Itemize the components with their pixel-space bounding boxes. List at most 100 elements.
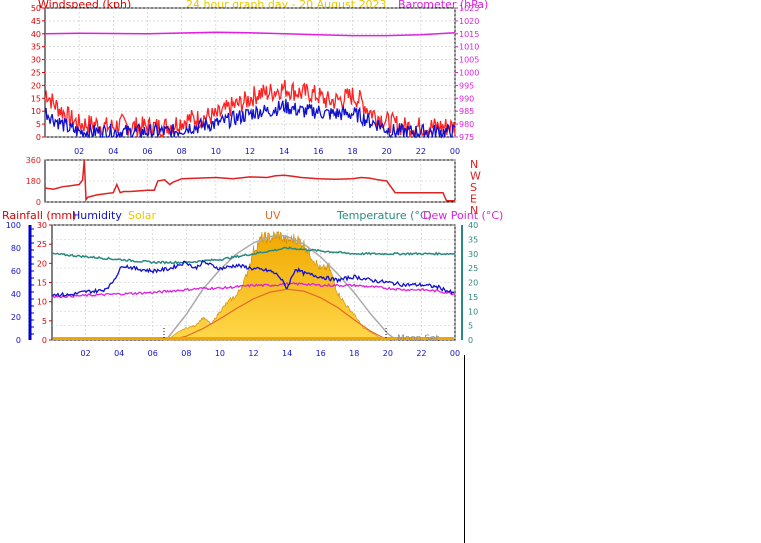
x-tick-label: 06	[148, 349, 158, 358]
x-tick-label: 12	[248, 349, 258, 358]
rainfall-tick-label: 30	[37, 221, 47, 230]
windspeed-label: Windspeed (kph)	[38, 0, 131, 11]
x-tick-label: 22	[416, 349, 426, 358]
x-tick-label: 14	[282, 349, 292, 358]
x-tick-label: 20	[383, 349, 393, 358]
wind-gust-line	[44, 79, 456, 139]
x-tick-label: 02	[74, 147, 84, 156]
windspeed-tick-label: 45	[31, 17, 41, 26]
windspeed-tick-label: 30	[31, 56, 41, 65]
direction-tick-label: 360	[26, 156, 41, 165]
barometer-tick-label: 995	[459, 81, 474, 90]
barometer-tick-label: 1020	[459, 17, 479, 26]
rainfall-tick-label: 10	[37, 298, 47, 307]
x-tick-label: 18	[347, 147, 357, 156]
temperature-tick-label: 5	[468, 322, 473, 331]
windspeed-axis-ticks: 0 5 10 15 20 25 30 35 40 45 50	[31, 4, 45, 142]
barometer-tick-label: 980	[459, 120, 474, 129]
humidity-legend: Humidity	[72, 209, 122, 222]
windspeed-tick-label: 15	[31, 94, 41, 103]
barometer-tick-label: 1005	[459, 56, 479, 65]
barometer-label: Barometer (hPa)	[398, 0, 488, 11]
temperature-tick-label: 15	[468, 293, 478, 302]
rainfall-tick-label: 15	[37, 279, 47, 288]
direction-tick-label: 0	[36, 198, 41, 207]
compass-label: S	[470, 181, 477, 194]
windspeed-tick-label: 40	[31, 30, 41, 39]
windspeed-tick-label: 50	[31, 4, 41, 13]
barometer-tick-label: 985	[459, 107, 474, 116]
moon-set-label: Moon Set	[397, 334, 440, 344]
compass-label: N	[470, 204, 478, 217]
bottom-legend: Rainfall (mm) Humidity Solar UV Temperat…	[2, 209, 503, 222]
humidity-line	[51, 259, 455, 297]
x-tick-label: 16	[313, 147, 323, 156]
humidity-axis-ticks: 0 20 40 60 80 100	[6, 221, 21, 345]
windspeed-tick-label: 0	[36, 133, 41, 142]
windspeed-tick-label: 25	[31, 69, 41, 78]
frame-divider	[464, 355, 465, 543]
x-tick-label: 06	[142, 147, 152, 156]
rain-baseline	[53, 337, 454, 340]
x-tick-label: 00	[450, 147, 460, 156]
temperature-tick-label: 30	[468, 250, 478, 259]
dewpoint-line	[51, 281, 456, 299]
x-tick-label: 08	[181, 349, 191, 358]
humidity-tick-label: 20	[11, 313, 21, 322]
x-tick-label: 14	[279, 147, 289, 156]
compass-label: E	[470, 193, 477, 206]
solar-max-line	[165, 234, 397, 341]
temperature-tick-label: 25	[468, 264, 478, 273]
x-tick-label: 08	[177, 147, 187, 156]
compass-label: N	[470, 158, 478, 171]
x-tick-label: 10	[215, 349, 225, 358]
barometer-tick-label: 1015	[459, 30, 479, 39]
x-tick-label: 00	[450, 349, 460, 358]
temperature-legend: Temperature (°C)	[336, 209, 432, 222]
x-tick-label: 20	[382, 147, 392, 156]
temperature-tick-label: 20	[468, 279, 478, 288]
temperature-line	[51, 246, 456, 265]
x-tick-label: 04	[114, 349, 124, 358]
direction-tick-label: 180	[26, 177, 41, 186]
rainfall-tick-label: 5	[42, 317, 47, 326]
uv-line	[169, 288, 389, 341]
x-tick-label: 04	[108, 147, 118, 156]
humidity-tick-label: 60	[11, 267, 21, 276]
temp-x-axis-ticks: 02 04 06 08 10 12 14 16 18 20 22 00	[80, 349, 460, 358]
rainfall-legend: Rainfall (mm)	[2, 209, 76, 222]
top-legend: Windspeed (kph) 24 hour graph day - 20 A…	[38, 0, 488, 11]
windspeed-tick-label: 10	[31, 107, 41, 116]
rainfall-tick-label: 25	[37, 240, 47, 249]
temperature-tick-label: 40	[468, 221, 478, 230]
x-tick-label: 16	[316, 349, 326, 358]
x-tick-label: 12	[245, 147, 255, 156]
barometer-axis-ticks: 975 980 985 990 995 1000 1005 1010 1015 1020 1025	[455, 4, 479, 142]
uv-legend: UV	[265, 209, 281, 222]
temperature-tick-label: 10	[468, 307, 478, 316]
x-tick-label: 22	[416, 147, 426, 156]
humidity-tick-label: 100	[6, 221, 21, 230]
temperature-tick-label: 35	[468, 235, 478, 244]
barometer-tick-label: 1010	[459, 43, 479, 52]
x-tick-label: 18	[349, 349, 359, 358]
humidity-tick-label: 80	[11, 244, 21, 253]
wind-x-axis-ticks: 02 04 06 08 10 12 14 16 18 20 22 00	[74, 147, 460, 156]
temperature-axis-ticks: 0 5 10 15 20 25 30 35 40	[468, 221, 478, 345]
compass-label: W	[470, 170, 481, 183]
windspeed-tick-label: 35	[31, 43, 41, 52]
humidity-tick-label: 40	[11, 290, 21, 299]
windspeed-tick-label: 5	[36, 120, 41, 129]
solar-legend: Solar	[128, 209, 157, 222]
windspeed-tick-label: 20	[31, 81, 41, 90]
temperature-tick-label: 0	[468, 336, 473, 345]
x-tick-label: 02	[80, 349, 90, 358]
wind-direction-line	[44, 159, 455, 202]
rainfall-tick-label: 20	[37, 259, 47, 268]
barometer-tick-label: 1000	[459, 69, 479, 78]
